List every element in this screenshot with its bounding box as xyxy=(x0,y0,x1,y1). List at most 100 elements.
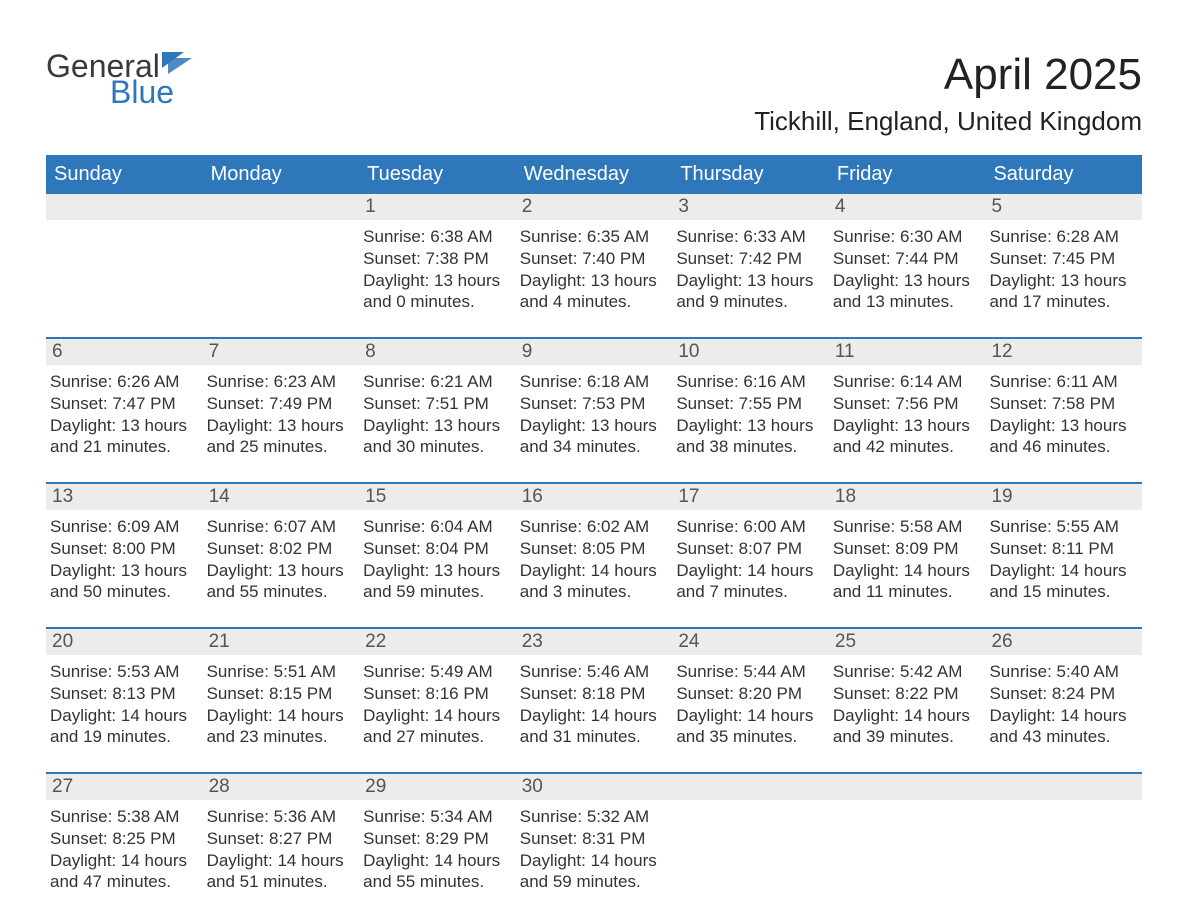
day-details: Sunrise: 5:55 AMSunset: 8:11 PMDaylight:… xyxy=(985,510,1142,609)
sunrise-line: Sunrise: 6:11 AM xyxy=(989,371,1134,393)
sunrise-line: Sunrise: 6:28 AM xyxy=(989,226,1134,248)
day-number: 17 xyxy=(672,484,829,510)
week-row: 20Sunrise: 5:53 AMSunset: 8:13 PMDayligh… xyxy=(46,627,1142,754)
empty-day xyxy=(829,774,986,800)
day-cell: 27Sunrise: 5:38 AMSunset: 8:25 PMDayligh… xyxy=(46,774,203,899)
sunset-line: Sunset: 8:18 PM xyxy=(520,683,665,705)
day-details: Sunrise: 5:51 AMSunset: 8:15 PMDaylight:… xyxy=(203,655,360,754)
day-cell: 22Sunrise: 5:49 AMSunset: 8:16 PMDayligh… xyxy=(359,629,516,754)
day-details: Sunrise: 5:46 AMSunset: 8:18 PMDaylight:… xyxy=(516,655,673,754)
sunrise-line: Sunrise: 6:02 AM xyxy=(520,516,665,538)
day-cell: 23Sunrise: 5:46 AMSunset: 8:18 PMDayligh… xyxy=(516,629,673,754)
sunset-line: Sunset: 7:40 PM xyxy=(520,248,665,270)
empty-day xyxy=(672,774,829,800)
brand-logo: General Blue xyxy=(46,50,192,108)
day-cell: 3Sunrise: 6:33 AMSunset: 7:42 PMDaylight… xyxy=(672,194,829,319)
sunrise-line: Sunrise: 6:23 AM xyxy=(207,371,352,393)
daylight-line: Daylight: 13 hours and 0 minutes. xyxy=(363,270,508,314)
daylight-line: Daylight: 14 hours and 59 minutes. xyxy=(520,850,665,894)
daylight-line: Daylight: 13 hours and 13 minutes. xyxy=(833,270,978,314)
day-details: Sunrise: 6:11 AMSunset: 7:58 PMDaylight:… xyxy=(985,365,1142,464)
day-details: Sunrise: 6:38 AMSunset: 7:38 PMDaylight:… xyxy=(359,220,516,319)
sunrise-line: Sunrise: 6:38 AM xyxy=(363,226,508,248)
sunset-line: Sunset: 8:16 PM xyxy=(363,683,508,705)
sunrise-line: Sunrise: 5:55 AM xyxy=(989,516,1134,538)
sunset-line: Sunset: 8:31 PM xyxy=(520,828,665,850)
week-row: 1Sunrise: 6:38 AMSunset: 7:38 PMDaylight… xyxy=(46,194,1142,319)
day-details: Sunrise: 6:02 AMSunset: 8:05 PMDaylight:… xyxy=(516,510,673,609)
daylight-line: Daylight: 14 hours and 11 minutes. xyxy=(833,560,978,604)
daylight-line: Daylight: 14 hours and 55 minutes. xyxy=(363,850,508,894)
daylight-line: Daylight: 13 hours and 4 minutes. xyxy=(520,270,665,314)
day-details: Sunrise: 6:23 AMSunset: 7:49 PMDaylight:… xyxy=(203,365,360,464)
brand-word-2: Blue xyxy=(46,76,192,108)
sunset-line: Sunset: 8:25 PM xyxy=(50,828,195,850)
daylight-line: Daylight: 14 hours and 51 minutes. xyxy=(207,850,352,894)
day-number: 8 xyxy=(359,339,516,365)
sunrise-line: Sunrise: 6:16 AM xyxy=(676,371,821,393)
day-details: Sunrise: 6:04 AMSunset: 8:04 PMDaylight:… xyxy=(359,510,516,609)
day-cell: 5Sunrise: 6:28 AMSunset: 7:45 PMDaylight… xyxy=(985,194,1142,319)
weekday-header-saturday: Saturday xyxy=(985,155,1142,194)
sunrise-line: Sunrise: 5:53 AM xyxy=(50,661,195,683)
daylight-line: Daylight: 13 hours and 17 minutes. xyxy=(989,270,1134,314)
sunrise-line: Sunrise: 6:07 AM xyxy=(207,516,352,538)
day-cell: 9Sunrise: 6:18 AMSunset: 7:53 PMDaylight… xyxy=(516,339,673,464)
day-number: 1 xyxy=(359,194,516,220)
day-number: 27 xyxy=(46,774,203,800)
day-cell: 13Sunrise: 6:09 AMSunset: 8:00 PMDayligh… xyxy=(46,484,203,609)
day-cell: 1Sunrise: 6:38 AMSunset: 7:38 PMDaylight… xyxy=(359,194,516,319)
day-number: 16 xyxy=(516,484,673,510)
daylight-line: Daylight: 13 hours and 9 minutes. xyxy=(676,270,821,314)
sunset-line: Sunset: 7:53 PM xyxy=(520,393,665,415)
day-number: 4 xyxy=(829,194,986,220)
sunrise-line: Sunrise: 5:34 AM xyxy=(363,806,508,828)
daylight-line: Daylight: 14 hours and 39 minutes. xyxy=(833,705,978,749)
sunset-line: Sunset: 8:29 PM xyxy=(363,828,508,850)
weekday-header-wednesday: Wednesday xyxy=(516,155,673,194)
sunrise-line: Sunrise: 5:51 AM xyxy=(207,661,352,683)
sunset-line: Sunset: 7:58 PM xyxy=(989,393,1134,415)
day-details: Sunrise: 5:42 AMSunset: 8:22 PMDaylight:… xyxy=(829,655,986,754)
day-details: Sunrise: 6:18 AMSunset: 7:53 PMDaylight:… xyxy=(516,365,673,464)
daylight-line: Daylight: 13 hours and 55 minutes. xyxy=(207,560,352,604)
day-details: Sunrise: 5:44 AMSunset: 8:20 PMDaylight:… xyxy=(672,655,829,754)
day-number: 18 xyxy=(829,484,986,510)
sunrise-line: Sunrise: 5:38 AM xyxy=(50,806,195,828)
day-number: 5 xyxy=(985,194,1142,220)
sunrise-line: Sunrise: 5:49 AM xyxy=(363,661,508,683)
day-cell: 20Sunrise: 5:53 AMSunset: 8:13 PMDayligh… xyxy=(46,629,203,754)
day-number: 10 xyxy=(672,339,829,365)
sunrise-line: Sunrise: 5:42 AM xyxy=(833,661,978,683)
day-details: Sunrise: 6:28 AMSunset: 7:45 PMDaylight:… xyxy=(985,220,1142,319)
day-cell xyxy=(46,194,203,319)
sunset-line: Sunset: 7:38 PM xyxy=(363,248,508,270)
sunset-line: Sunset: 8:27 PM xyxy=(207,828,352,850)
day-number: 6 xyxy=(46,339,203,365)
day-number: 21 xyxy=(203,629,360,655)
daylight-line: Daylight: 14 hours and 3 minutes. xyxy=(520,560,665,604)
day-number: 11 xyxy=(829,339,986,365)
day-details: Sunrise: 5:53 AMSunset: 8:13 PMDaylight:… xyxy=(46,655,203,754)
sunrise-line: Sunrise: 5:32 AM xyxy=(520,806,665,828)
day-cell: 21Sunrise: 5:51 AMSunset: 8:15 PMDayligh… xyxy=(203,629,360,754)
weekday-header-tuesday: Tuesday xyxy=(359,155,516,194)
daylight-line: Daylight: 14 hours and 19 minutes. xyxy=(50,705,195,749)
weekday-header-friday: Friday xyxy=(829,155,986,194)
day-number: 7 xyxy=(203,339,360,365)
sunset-line: Sunset: 8:05 PM xyxy=(520,538,665,560)
empty-day xyxy=(985,774,1142,800)
day-cell: 4Sunrise: 6:30 AMSunset: 7:44 PMDaylight… xyxy=(829,194,986,319)
sunrise-line: Sunrise: 6:30 AM xyxy=(833,226,978,248)
day-cell xyxy=(985,774,1142,899)
sunrise-line: Sunrise: 6:21 AM xyxy=(363,371,508,393)
daylight-line: Daylight: 13 hours and 34 minutes. xyxy=(520,415,665,459)
empty-day xyxy=(46,194,203,220)
day-details: Sunrise: 5:49 AMSunset: 8:16 PMDaylight:… xyxy=(359,655,516,754)
day-number: 20 xyxy=(46,629,203,655)
day-cell: 25Sunrise: 5:42 AMSunset: 8:22 PMDayligh… xyxy=(829,629,986,754)
day-details: Sunrise: 5:38 AMSunset: 8:25 PMDaylight:… xyxy=(46,800,203,899)
week-row: 13Sunrise: 6:09 AMSunset: 8:00 PMDayligh… xyxy=(46,482,1142,609)
day-cell: 11Sunrise: 6:14 AMSunset: 7:56 PMDayligh… xyxy=(829,339,986,464)
day-details: Sunrise: 5:36 AMSunset: 8:27 PMDaylight:… xyxy=(203,800,360,899)
